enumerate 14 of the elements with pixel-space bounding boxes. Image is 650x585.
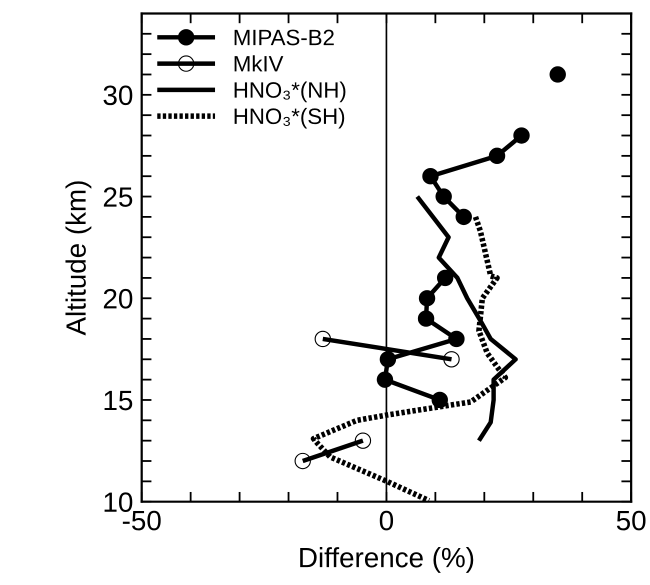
legend-label: MIPAS-B2 <box>234 30 334 46</box>
x-tick-label: -50 <box>122 510 161 530</box>
x-axis-title: Difference (%) <box>300 547 474 573</box>
y-tick-label: 15 <box>104 390 132 410</box>
x-tick-label: 50 <box>616 510 646 530</box>
y-tick-label: 20 <box>104 288 132 309</box>
legend-label: HNO₃*(NH) <box>234 82 346 102</box>
y-tick-label: 30 <box>104 85 132 106</box>
y-axis-title: Altitude (km) <box>65 181 92 336</box>
legend-label: MkIV <box>234 55 284 72</box>
legend-label: HNO₃*(SH) <box>234 108 344 129</box>
y-tick-label: 10 <box>104 492 132 512</box>
y-tick-label: 25 <box>104 187 132 207</box>
x-tick-label: 0 <box>380 510 394 530</box>
